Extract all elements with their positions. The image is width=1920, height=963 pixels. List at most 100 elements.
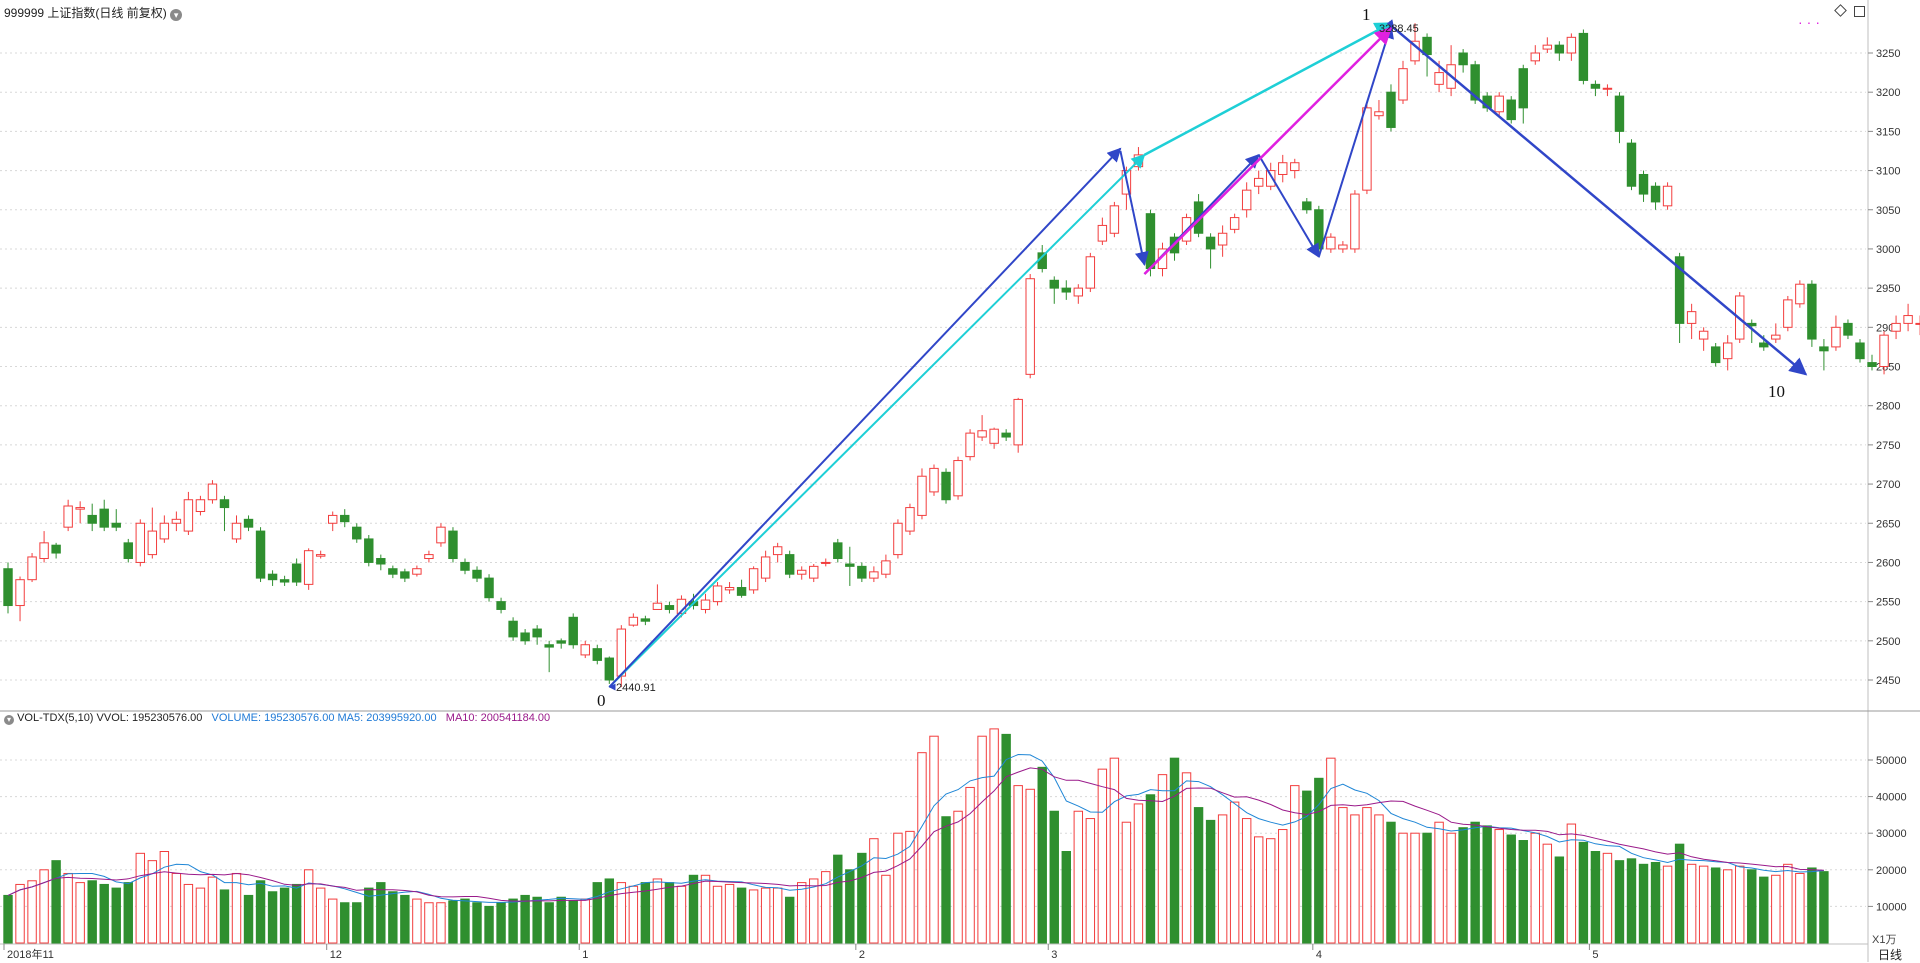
volume-bar	[1494, 829, 1504, 944]
price-tick-label: 2550	[1876, 597, 1900, 609]
candle-body	[1410, 40, 1420, 62]
candle-body	[87, 514, 97, 524]
candle-body	[484, 577, 494, 599]
price-tick-label: 2600	[1876, 557, 1900, 569]
volume-bar	[75, 882, 85, 944]
volume-bar	[400, 894, 410, 944]
volume-bar	[111, 887, 121, 944]
candle-body	[231, 522, 242, 540]
wave-arrow-blue	[1317, 24, 1394, 258]
volume-bar	[388, 891, 398, 944]
volume-bar	[352, 902, 362, 944]
volume-bar	[1470, 821, 1480, 944]
candle-body	[496, 601, 506, 610]
x-tick-label: 2	[859, 949, 865, 961]
candle-body	[219, 499, 230, 509]
candle-body	[255, 530, 266, 579]
top-right-tools	[1834, 4, 1866, 19]
volume-bar	[917, 752, 927, 944]
candle-body	[1554, 44, 1565, 54]
candle-body	[544, 644, 554, 648]
candle-body	[1602, 87, 1613, 90]
period-button[interactable]: 日线	[1878, 948, 1903, 962]
candle-body	[243, 518, 254, 528]
candle-body	[1253, 177, 1264, 187]
candle-body	[291, 563, 302, 583]
volume-bar	[941, 816, 951, 944]
candle-body	[532, 628, 542, 638]
volume-bar	[1819, 871, 1829, 944]
candle-body	[580, 644, 590, 656]
volume-bar	[1049, 810, 1059, 944]
volume-bar	[1266, 838, 1276, 944]
candle-body	[1891, 322, 1901, 332]
price-tick-label: 2950	[1876, 283, 1900, 295]
volume-bar	[279, 887, 290, 944]
volume-bar	[676, 885, 687, 944]
volume-bar	[953, 810, 963, 944]
candle-body	[1434, 72, 1444, 85]
candle-body	[869, 571, 879, 579]
volume-bar	[195, 887, 206, 944]
volume-bar	[1229, 801, 1240, 944]
volume-bar	[1530, 832, 1540, 944]
volume-bar	[1578, 841, 1589, 944]
volume-bar	[1193, 807, 1204, 944]
volume-bar	[1362, 807, 1372, 944]
candle-body	[340, 514, 350, 523]
volume-bar	[436, 902, 446, 944]
candle-body	[1650, 185, 1661, 203]
candle-body	[1458, 52, 1468, 66]
volume-bar	[99, 883, 109, 944]
candle-body	[1374, 111, 1384, 117]
panel-icon[interactable]	[1854, 6, 1866, 17]
volume-bar	[1121, 821, 1132, 944]
price-tick-label: 2750	[1876, 440, 1900, 452]
candle-body	[448, 530, 458, 560]
x-tick-label: 2018年11	[7, 947, 54, 961]
volume-bar	[267, 891, 278, 944]
candle-body	[15, 579, 25, 607]
volume-bar	[1722, 869, 1733, 944]
candle-body	[75, 507, 85, 510]
candle-body	[1061, 287, 1071, 293]
candle-body	[51, 544, 61, 554]
volume-bar	[315, 887, 326, 944]
dots-indicator: ···	[1798, 14, 1824, 30]
candle-body	[1831, 326, 1841, 348]
candle-body	[1759, 342, 1769, 348]
diamond-icon[interactable]	[1834, 4, 1847, 17]
wave-arrow-cyan	[608, 153, 1146, 688]
candle-body	[1662, 185, 1673, 207]
candle-body	[1266, 170, 1276, 187]
candle-body	[1290, 162, 1300, 172]
volume-bars	[3, 728, 1829, 944]
volume-bar	[748, 889, 759, 944]
volume-bar	[1795, 872, 1805, 944]
volume-bar	[1302, 790, 1312, 944]
volume-bar	[1626, 858, 1637, 944]
candle-body	[1302, 201, 1312, 211]
candle-body	[809, 565, 819, 579]
chevron-down-icon[interactable]: ▾	[170, 9, 183, 21]
volume-bar	[1482, 825, 1492, 944]
volume-bar	[183, 883, 194, 944]
volume-bar	[905, 830, 915, 944]
chevron-down-icon[interactable]: ▾	[4, 715, 14, 725]
volume-bar	[893, 832, 903, 944]
candle-body	[893, 522, 903, 556]
wave-label-1: 1	[1362, 5, 1371, 24]
candle-body	[845, 563, 855, 567]
volume-bar	[1386, 821, 1396, 944]
volume-bar	[1771, 874, 1781, 944]
volume-bar	[833, 854, 843, 944]
candle-body	[1783, 299, 1793, 328]
price-grid	[0, 52, 1866, 681]
candle-body	[881, 560, 891, 575]
candle-body	[1698, 330, 1709, 340]
candlestick-series	[3, 23, 1920, 688]
volume-bar	[929, 735, 939, 944]
volume-bar	[243, 894, 254, 944]
